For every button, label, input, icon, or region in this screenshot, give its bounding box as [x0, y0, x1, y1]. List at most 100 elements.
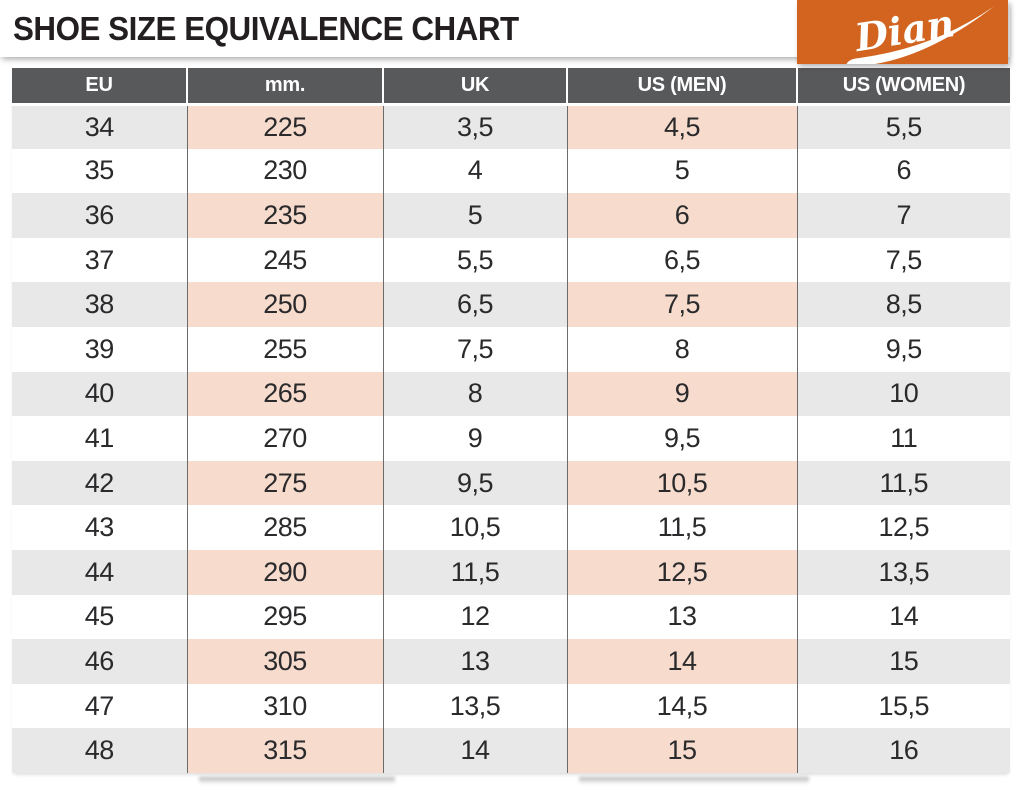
table-cell: 35: [12, 148, 187, 194]
table-cell: 10,5: [383, 505, 567, 550]
table-cell: 5,5: [383, 237, 567, 283]
header-cell-uk: UK: [382, 68, 567, 106]
table-cell: 5: [566, 148, 798, 194]
table-cell: 255: [186, 326, 384, 372]
table-cell: 12,5: [566, 549, 798, 595]
table-cell: 6,5: [566, 237, 798, 283]
table-row: 44 290 11,5 12,5 13,5: [12, 549, 1010, 595]
table-cell: 9: [566, 371, 798, 417]
table-cell: 235: [186, 193, 384, 238]
table-cell: 14,5: [566, 683, 798, 729]
table-cell: 8,5: [797, 282, 1010, 327]
table-row: 42 275 9,5 10,5 11,5: [12, 460, 1010, 506]
table-cell: 9: [383, 416, 567, 461]
table-cell: 8: [566, 326, 798, 372]
table-cell: 6: [566, 193, 798, 238]
table-cell: 13,5: [383, 683, 567, 729]
table-cell: 7,5: [566, 282, 798, 327]
table-cell: 315: [186, 728, 384, 773]
table-row: 36 235 5 6 7: [12, 193, 1010, 238]
table-cell: 11,5: [566, 505, 798, 550]
table-cell: 15,5: [797, 683, 1010, 729]
table-cell: 8: [383, 371, 567, 417]
table-cell: 14: [566, 639, 798, 684]
table-body: 34 225 3,5 4,5 5,5 35 230 4 5 6 36 235 5 6 7 37 245 5,5 6,…: [12, 104, 1010, 773]
table-cell: 305: [186, 639, 384, 684]
table-cell: 45: [12, 594, 187, 640]
table-row: 46 305 13 14 15: [12, 639, 1010, 684]
table-cell: 13: [383, 639, 567, 684]
table-row: 43 285 10,5 11,5 12,5: [12, 505, 1010, 550]
table-cell: 230: [186, 148, 384, 194]
table-cell: 265: [186, 371, 384, 417]
table-row: 34 225 3,5 4,5 5,5: [12, 104, 1010, 149]
table-cell: 5: [383, 193, 567, 238]
header-cell-eu: EU: [12, 68, 187, 106]
table-cell: 44: [12, 549, 187, 595]
table-cell: 15: [797, 639, 1010, 684]
table-row: 35 230 4 5 6: [12, 148, 1010, 194]
table-cell: 13: [566, 594, 798, 640]
table-cell: 7: [797, 193, 1010, 238]
table-cell: 12,5: [797, 505, 1010, 550]
us-men-column-shadow: [579, 777, 809, 784]
table-row: 45 295 12 13 14: [12, 594, 1010, 640]
table-cell: 13,5: [797, 549, 1010, 595]
table-cell: 11,5: [383, 549, 567, 595]
table-row: 38 250 6,5 7,5 8,5: [12, 282, 1010, 327]
table-cell: 310: [186, 683, 384, 729]
brand-logo: Dian: [845, 0, 995, 64]
table-cell: 40: [12, 371, 187, 417]
table-cell: 250: [186, 282, 384, 327]
table-cell: 34: [12, 104, 187, 149]
table-cell: 295: [186, 594, 384, 640]
table-row: 41 270 9 9,5 11: [12, 416, 1010, 461]
table-cell: 7,5: [797, 237, 1010, 283]
table-cell: 9,5: [797, 326, 1010, 372]
table-cell: 275: [186, 460, 384, 506]
brand-logo-box: Dian: [797, 0, 1008, 64]
table-cell: 6,5: [383, 282, 567, 327]
table-cell: 15: [566, 728, 798, 773]
table-cell: 39: [12, 326, 187, 372]
table-cell: 285: [186, 505, 384, 550]
table-cell: 43: [12, 505, 187, 550]
header-cell-mm: mm.: [186, 68, 383, 106]
table-cell: 5,5: [797, 104, 1010, 149]
size-table: EU mm. UK US (MEN) US (WOMEN) 34 225 3,5 4,…: [12, 68, 1010, 773]
table-cell: 36: [12, 193, 187, 238]
table-cell: 41: [12, 416, 187, 461]
table-cell: 10: [797, 371, 1010, 417]
table-cell: 9,5: [566, 416, 798, 461]
logo-underline-swash: [845, 6, 995, 64]
table-row: 40 265 8 9 10: [12, 371, 1010, 417]
page-title: SHOE SIZE EQUIVALENCE CHART: [13, 10, 519, 47]
table-cell: 7,5: [383, 326, 567, 372]
table-cell: 290: [186, 549, 384, 595]
table-row: 37 245 5,5 6,5 7,5: [12, 237, 1010, 283]
table-cell: 37: [12, 237, 187, 283]
table-cell: 10,5: [566, 460, 798, 506]
table-cell: 4,5: [566, 104, 798, 149]
table-row: 39 255 7,5 8 9,5: [12, 326, 1010, 372]
table-cell: 12: [383, 594, 567, 640]
table-cell: 11: [797, 416, 1010, 461]
header-cell-us-women: US (WOMEN): [796, 68, 1010, 106]
table-cell: 9,5: [383, 460, 567, 506]
table-cell: 270: [186, 416, 384, 461]
table-cell: 3,5: [383, 104, 567, 149]
table-cell: 48: [12, 728, 187, 773]
table-cell: 11,5: [797, 460, 1010, 506]
table-cell: 225: [186, 104, 384, 149]
table-cell: 16: [797, 728, 1010, 773]
table-cell: 42: [12, 460, 187, 506]
table-row: 47 310 13,5 14,5 15,5: [12, 683, 1010, 729]
table-cell: 245: [186, 237, 384, 283]
table-row: 48 315 14 15 16: [12, 728, 1010, 773]
table-cell: 46: [12, 639, 187, 684]
table-cell: 14: [383, 728, 567, 773]
header-cell-us-men: US (MEN): [566, 68, 797, 106]
table-header-row: EU mm. UK US (MEN) US (WOMEN): [12, 68, 1010, 106]
table-cell: 6: [797, 148, 1010, 194]
